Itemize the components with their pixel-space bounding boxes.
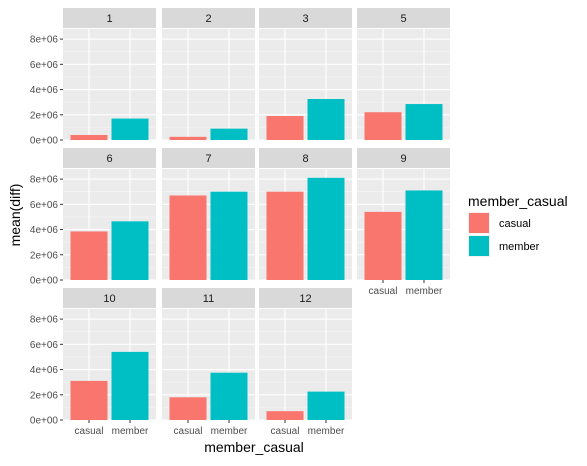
bar-casual (70, 380, 108, 420)
facet-strip-label: 1 (106, 13, 112, 25)
bar-member (405, 104, 443, 140)
bar-member (111, 221, 149, 280)
facet-strip (357, 8, 450, 28)
bar-casual (364, 211, 402, 280)
facet-strip-label: 12 (299, 293, 311, 305)
y-tick-label: 4e+06 (30, 85, 59, 96)
legend-label: member (499, 241, 540, 253)
facet-strip-label: 7 (205, 153, 211, 165)
x-tick-label: member (112, 426, 149, 437)
y-tick-label: 0e+00 (30, 136, 59, 147)
y-tick-label: 8e+06 (30, 175, 59, 186)
x-tick-label: member (406, 286, 443, 297)
y-tick-label: 2e+06 (30, 390, 59, 401)
bar-casual (169, 397, 207, 420)
facet-strip (162, 8, 255, 28)
bar-member (111, 351, 149, 420)
facet-strip (357, 148, 450, 168)
y-tick-label: 0e+00 (30, 416, 59, 427)
facet-strip-label: 5 (400, 13, 406, 25)
y-tick-label: 8e+06 (30, 315, 59, 326)
bar-member (210, 372, 248, 420)
bar-member (210, 191, 248, 280)
bar-member (307, 99, 345, 140)
y-tick-label: 4e+06 (30, 365, 59, 376)
y-axis-title: mean(diff) (7, 184, 23, 247)
x-tick-label: member (308, 426, 345, 437)
bar-member (405, 190, 443, 280)
facet-strip (63, 288, 156, 308)
bar-casual (266, 411, 304, 420)
bar-member (307, 391, 345, 420)
y-tick-label: 6e+06 (30, 200, 59, 211)
x-tick-label: casual (271, 426, 300, 437)
x-tick-label: casual (75, 426, 104, 437)
y-tick-label: 6e+06 (30, 60, 59, 71)
bar-member (210, 128, 248, 140)
facet-strip (162, 148, 255, 168)
facet-strip (162, 288, 255, 308)
bar-casual (169, 195, 207, 280)
bar-casual (70, 134, 108, 140)
x-tick-label: casual (174, 426, 203, 437)
y-tick-label: 6e+06 (30, 340, 59, 351)
facet-strip-label: 11 (203, 293, 214, 305)
bar-member (111, 118, 149, 140)
y-tick-label: 2e+06 (30, 110, 59, 121)
x-axis-title: member_casual (204, 439, 304, 455)
facet-strip (259, 8, 352, 28)
bar-casual (70, 231, 108, 280)
y-tick-label: 8e+06 (30, 35, 59, 46)
legend-label: casual (499, 218, 531, 230)
y-tick-label: 2e+06 (30, 250, 59, 261)
legend-key-casual (469, 213, 489, 233)
facet-strip-label: 2 (205, 13, 211, 25)
facet-strip (259, 288, 352, 308)
bar-casual (266, 116, 304, 140)
facet-strip-label: 3 (302, 13, 308, 25)
facet-strip-label: 9 (400, 153, 406, 165)
y-tick-label: 4e+06 (30, 225, 59, 236)
facet-strip-label: 6 (106, 153, 112, 165)
facet-strip-label: 8 (302, 153, 308, 165)
facet-strip (63, 148, 156, 168)
facet-strip-label: 10 (103, 293, 115, 305)
bar-casual (266, 191, 304, 280)
legend-title: member_casual (468, 193, 568, 209)
facet-strip (63, 8, 156, 28)
facet-panel (162, 29, 255, 140)
y-tick-label: 0e+00 (30, 276, 59, 287)
bar-casual (364, 112, 402, 140)
legend-key-member (469, 236, 489, 256)
bar-casual (169, 136, 207, 140)
x-tick-label: member (211, 426, 248, 437)
bar-member (307, 177, 345, 280)
x-tick-label: casual (369, 286, 398, 297)
facet-strip (259, 148, 352, 168)
